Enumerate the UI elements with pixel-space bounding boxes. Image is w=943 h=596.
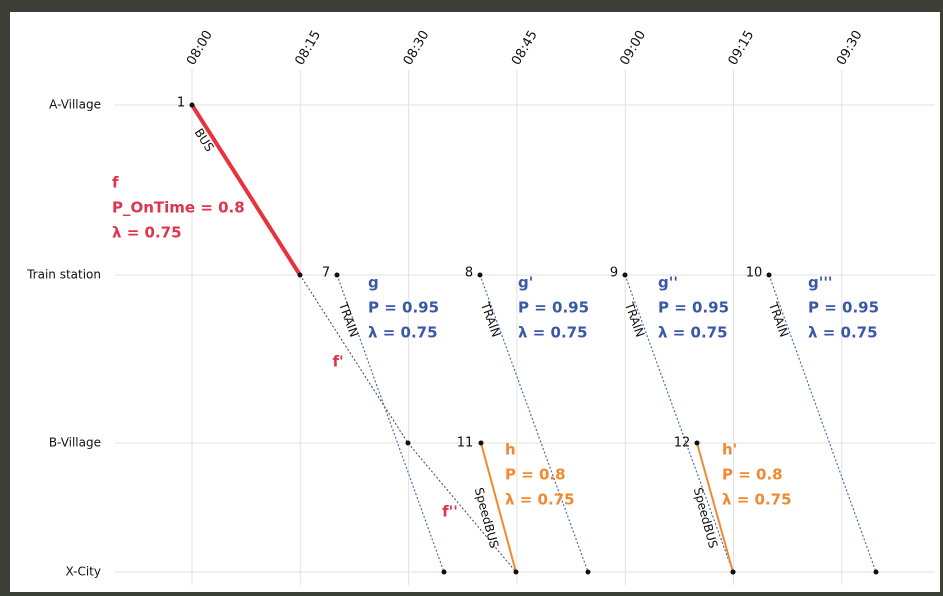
trip-param: h [505, 441, 516, 459]
node-dot [623, 273, 628, 278]
trip-id: 11 [457, 436, 474, 451]
trip-param: P_OnTime = 0.8 [112, 199, 245, 217]
trip-param: g'' [658, 274, 678, 292]
diagram: 08:0008:1508:3008:4509:0009:1509:30A-Vil… [0, 0, 943, 596]
trip-id: 1 [177, 96, 185, 111]
trip-id: 12 [674, 436, 691, 451]
trip-param: g' [518, 274, 533, 292]
trip-param: P = 0.95 [658, 299, 729, 317]
station-label: B-Village [49, 436, 101, 450]
trip-id: 9 [610, 266, 618, 281]
node-dot [874, 570, 879, 575]
trip-param: λ = 0.75 [505, 491, 575, 509]
trip-param: h' [722, 441, 737, 459]
trip-param: λ = 0.75 [368, 324, 438, 342]
node-dot [767, 273, 772, 278]
station-label: X-City [66, 565, 101, 579]
trip-param: f [112, 174, 119, 192]
node-dot [478, 273, 483, 278]
node-dot [586, 570, 591, 575]
panel [10, 12, 940, 592]
station-label: Train station [26, 268, 101, 282]
trip-param: P = 0.95 [808, 299, 879, 317]
node-dot [695, 441, 700, 446]
trip-param: λ = 0.75 [658, 324, 728, 342]
trip-id: 8 [465, 266, 473, 281]
trip-param: P = 0.8 [505, 466, 566, 484]
node-dot [298, 273, 303, 278]
node-dot [406, 441, 411, 446]
page: {"times": ["08:00", "08:15", "08:30", "0… [0, 0, 943, 596]
trip-param: P = 0.8 [722, 466, 783, 484]
node-dot [335, 273, 340, 278]
node-dot [190, 103, 195, 108]
trip-param: λ = 0.75 [808, 324, 878, 342]
trip-param: P = 0.95 [518, 299, 589, 317]
annotation: f'' [442, 503, 458, 521]
trip-param: g [368, 274, 379, 292]
annotation: f' [332, 353, 343, 371]
trip-param: g''' [808, 274, 833, 292]
node-dot [514, 570, 519, 575]
trip-param: λ = 0.75 [112, 224, 182, 242]
station-label: A-Village [49, 98, 101, 112]
node-dot [442, 570, 447, 575]
trip-param: P = 0.95 [368, 299, 439, 317]
trip-param: λ = 0.75 [518, 324, 588, 342]
node-dot [731, 570, 736, 575]
trip-id: 10 [746, 266, 763, 281]
trip-id: 7 [322, 266, 330, 281]
trip-param: λ = 0.75 [722, 491, 792, 509]
node-dot [479, 441, 484, 446]
